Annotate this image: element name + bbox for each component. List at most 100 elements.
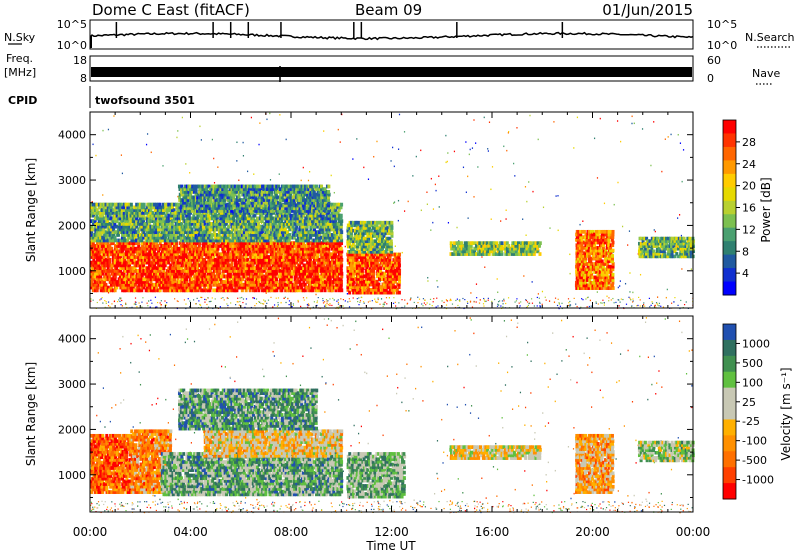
power-scatter-cell (478, 302, 481, 304)
power-echo-cell (219, 252, 223, 257)
power-scatter-cell (485, 300, 487, 302)
power-echo-cell (158, 280, 162, 284)
power-echo-cell (122, 252, 126, 257)
power-echo-cell (190, 252, 194, 257)
power-scatter-cell (380, 298, 383, 300)
power-scatter-cell (503, 145, 505, 148)
power-scatter-cell (475, 142, 477, 144)
power-scatter-cell (176, 136, 178, 139)
power-echo-cell (185, 249, 189, 254)
power-echo-cell (180, 280, 184, 284)
power-scatter-cell (279, 114, 281, 116)
power-echo-cell (97, 277, 101, 282)
power-echo-cell (189, 246, 193, 251)
power-scatter-cell (384, 301, 386, 303)
power-echo-cell (230, 288, 234, 293)
power-scatter-cell (348, 298, 350, 300)
power-echo-cell (160, 285, 164, 290)
power-echo-cell (124, 255, 128, 259)
power-echo-cell (230, 241, 234, 246)
power-scatter-cell (481, 256, 483, 258)
power-scatter-cell (558, 302, 560, 304)
power-echo-cell (111, 277, 115, 282)
power-echo-cell (99, 288, 103, 293)
power-echo-cell (147, 260, 151, 265)
power-scatter-cell (393, 165, 395, 168)
freq-left-tick-bottom: 8 (80, 72, 87, 85)
power-echo-cell (133, 274, 137, 279)
power-echo-cell (144, 277, 148, 282)
power-echo-cell (221, 271, 225, 276)
power-scatter-cell (242, 298, 245, 300)
power-echo-cell (188, 269, 192, 273)
power-echo-cell (170, 255, 174, 259)
power-scatter-cell (497, 301, 500, 303)
power-echo-cell (217, 285, 221, 290)
power-echo-cell (190, 269, 194, 273)
power-echo-cell (115, 244, 119, 248)
power-echo-cell (136, 274, 140, 279)
power-echo-cell (214, 263, 218, 268)
power-scatter-cell (150, 151, 152, 154)
power-echo-cell (223, 274, 227, 279)
power-echo-cell (160, 271, 164, 276)
power-scatter-cell (185, 307, 187, 310)
power-echo-cell (90, 263, 94, 268)
power-scatter-cell (342, 305, 344, 307)
power-scatter-cell (362, 301, 365, 303)
power-echo-cell (212, 244, 216, 248)
power-scatter-cell (264, 301, 266, 303)
power-echo-cell (188, 257, 192, 262)
power-echo-cell (147, 274, 151, 279)
power-echo-cell (148, 271, 152, 276)
power-echo-cell (178, 280, 182, 284)
power-echo-cell (97, 255, 101, 259)
power-scatter-cell (500, 220, 502, 222)
power-echo-cell (203, 266, 207, 271)
power-echo-cell (137, 244, 141, 248)
power-echo-cell (98, 244, 102, 248)
power-echo-cell (131, 285, 135, 290)
power-scatter-cell (102, 129, 104, 132)
power-scatter-cell (487, 299, 489, 301)
power-echo-cell (169, 252, 173, 257)
power-echo-cell (90, 244, 94, 248)
power-echo-cell (97, 257, 101, 262)
power-echo-cell (90, 285, 94, 290)
power-echo-cell (102, 260, 106, 265)
power-echo-cell (120, 271, 124, 276)
power-echo-cell (203, 257, 207, 262)
power-echo-cell (219, 274, 223, 279)
power-scatter-cell (213, 182, 216, 184)
power-echo-cell (122, 274, 126, 279)
power-echo-cell (133, 288, 137, 293)
power-scatter-cell (357, 301, 359, 303)
power-echo-cell (92, 255, 96, 259)
power-echo-cell (192, 241, 196, 246)
power-echo-cell (157, 263, 161, 268)
power-echo-cell (113, 274, 117, 279)
power-scatter-cell (375, 300, 377, 302)
power-scatter-cell (541, 290, 544, 293)
power-scatter-cell (491, 166, 494, 168)
power-echo-cell (106, 255, 110, 259)
power-scatter-cell (322, 302, 325, 304)
power-scatter-cell (92, 143, 94, 146)
power-scatter-cell (475, 283, 478, 285)
power-scatter-cell (417, 302, 419, 304)
power-echo-cell (163, 249, 167, 254)
power-echo-cell (132, 282, 136, 287)
power-echo-cell (115, 263, 119, 268)
power-echo-cell (189, 252, 193, 257)
power-echo-cell (205, 260, 209, 265)
power-echo-cell (137, 257, 141, 262)
power-scatter-cell (549, 227, 551, 229)
power-scatter-cell (102, 194, 104, 196)
power-scatter-cell (104, 300, 106, 302)
power-scatter-cell (433, 298, 435, 300)
power-echo-cell (199, 246, 203, 251)
power-scatter-cell (427, 280, 429, 282)
power-echo-cell (113, 269, 117, 273)
power-echo-cell (179, 244, 183, 248)
power-scatter-cell (467, 217, 469, 219)
